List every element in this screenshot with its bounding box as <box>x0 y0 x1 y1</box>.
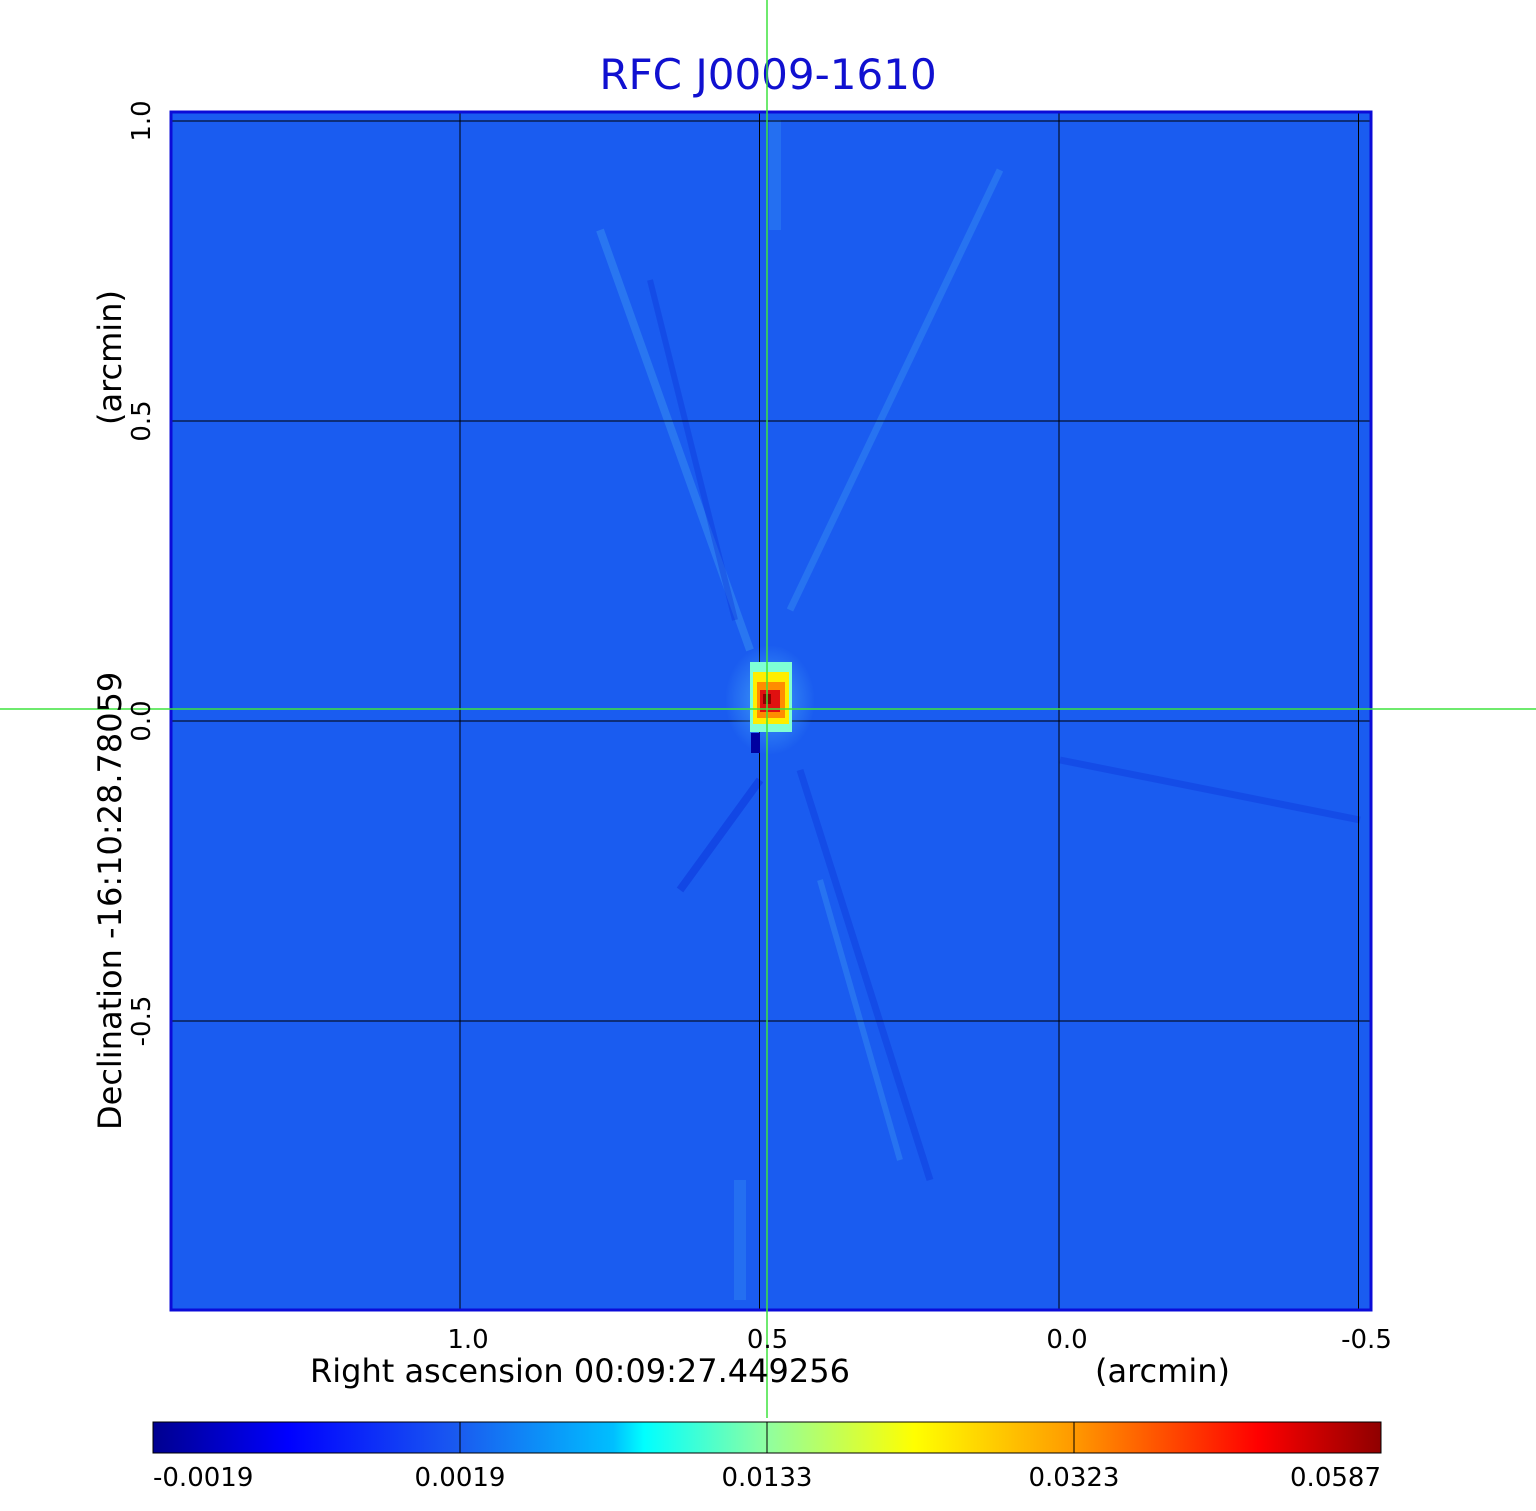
x-tick-label: 1.0 <box>447 1325 488 1355</box>
x-axis-label: Right ascension 00:09:27.449256 <box>310 1352 850 1390</box>
colorbar-tick-label: 0.0587 <box>1290 1463 1381 1493</box>
x-tick-label: 0.0 <box>1046 1325 1087 1355</box>
colorbar-tick-label: 0.0019 <box>415 1463 506 1493</box>
y-axis-label: Declination -16:10:28.78059 <box>91 672 129 1130</box>
y-tick-label: 0.0 <box>127 700 157 741</box>
x-tick-label: 0.5 <box>747 1325 788 1355</box>
y-axis-unit: (arcmin) <box>91 290 129 425</box>
y-tick-label: 0.5 <box>127 400 157 441</box>
y-tick-label: -0.5 <box>127 996 157 1047</box>
plot-frame <box>169 110 1373 1312</box>
colorbar-tick-label: 0.0323 <box>1029 1463 1120 1493</box>
source-peak <box>725 645 815 755</box>
x-tick-label: -0.5 <box>1341 1325 1392 1355</box>
x-axis-unit: (arcmin) <box>1095 1352 1230 1390</box>
image-artifacts <box>596 120 1361 1300</box>
colorbar-tick-label: 0.0133 <box>722 1463 813 1493</box>
chart-title: RFC J0009-1610 <box>599 50 937 99</box>
colorbar-tick-label: -0.0019 <box>153 1463 253 1493</box>
y-tick-label: 1.0 <box>127 100 157 141</box>
